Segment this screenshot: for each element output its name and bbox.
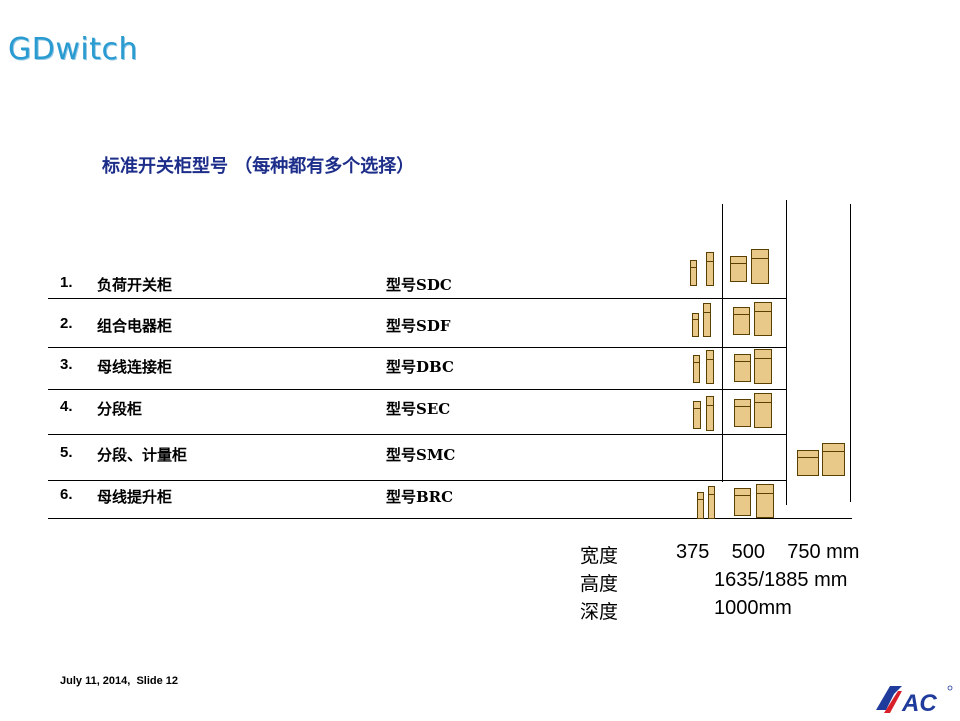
cabinet-icon [690,260,697,286]
row-divider [48,434,786,435]
depth-label: 深度 [580,601,619,623]
row-type: 型号DBC [386,358,454,376]
cabinet-icon [730,256,747,282]
sac-logo: AC [872,680,954,717]
row-type: 型号SEC [386,400,451,418]
row-number: 2. [60,315,73,332]
column-line [786,200,787,505]
row-divider [48,298,786,299]
section-heading: 标准开关柜型号 （每种都有多个选择） [102,156,415,177]
row-name: 母线连接柜 [97,358,173,376]
row-divider [48,389,786,390]
column-line [850,204,851,502]
cabinet-icon [706,350,714,384]
row-name: 负荷开关柜 [97,276,173,294]
row-type: 型号SDF [386,317,451,335]
height-value: 1635/1885 mm [714,569,848,591]
cabinet-icon [754,349,772,384]
height-label: 高度 [580,573,619,595]
row-divider [48,347,786,348]
row-type: 型号SMC [386,446,456,464]
cabinet-icon [706,396,714,431]
row-name: 分段柜 [97,400,143,418]
cabinet-icon [706,252,714,286]
cabinet-icon [751,249,769,284]
cabinet-icon [756,484,774,518]
cabinet-icon [692,313,699,337]
cabinet-icon [693,401,701,429]
slide-footer: July 11, 2014, Slide 12 [60,675,179,687]
table-bottom-line [48,518,852,519]
width-label: 宽度 [580,545,619,567]
cabinet-icon [822,443,845,476]
cabinet-icon [754,393,772,428]
cabinet-icon [708,486,715,519]
row-number: 6. [60,486,73,503]
brand-title: GDwitch [8,32,138,67]
row-type: 型号BRC [386,488,454,506]
row-number: 3. [60,356,73,373]
width-value: 375 500 750 mm [676,541,860,563]
cabinet-icon [693,355,700,383]
cabinet-icon [733,307,750,335]
cabinet-icon [734,399,751,427]
cabinet-icon [754,302,772,336]
row-divider [48,480,786,481]
row-number: 5. [60,444,73,461]
svg-text:AC: AC [901,690,937,716]
row-number: 1. [60,274,73,291]
row-number: 4. [60,398,73,415]
row-name: 母线提升柜 [97,488,173,506]
cabinet-icon [797,450,819,476]
sac-logo-mark: AC [876,685,953,717]
cabinet-icon [703,303,711,337]
row-name: 分段、计量柜 [97,446,188,464]
row-name: 组合电器柜 [97,317,173,335]
cabinet-icon [697,492,704,519]
row-type: 型号SDC [386,276,452,294]
cabinet-icon [734,488,751,516]
depth-value: 1000mm [714,597,792,619]
column-line [722,204,723,482]
cabinet-icon [734,354,751,382]
